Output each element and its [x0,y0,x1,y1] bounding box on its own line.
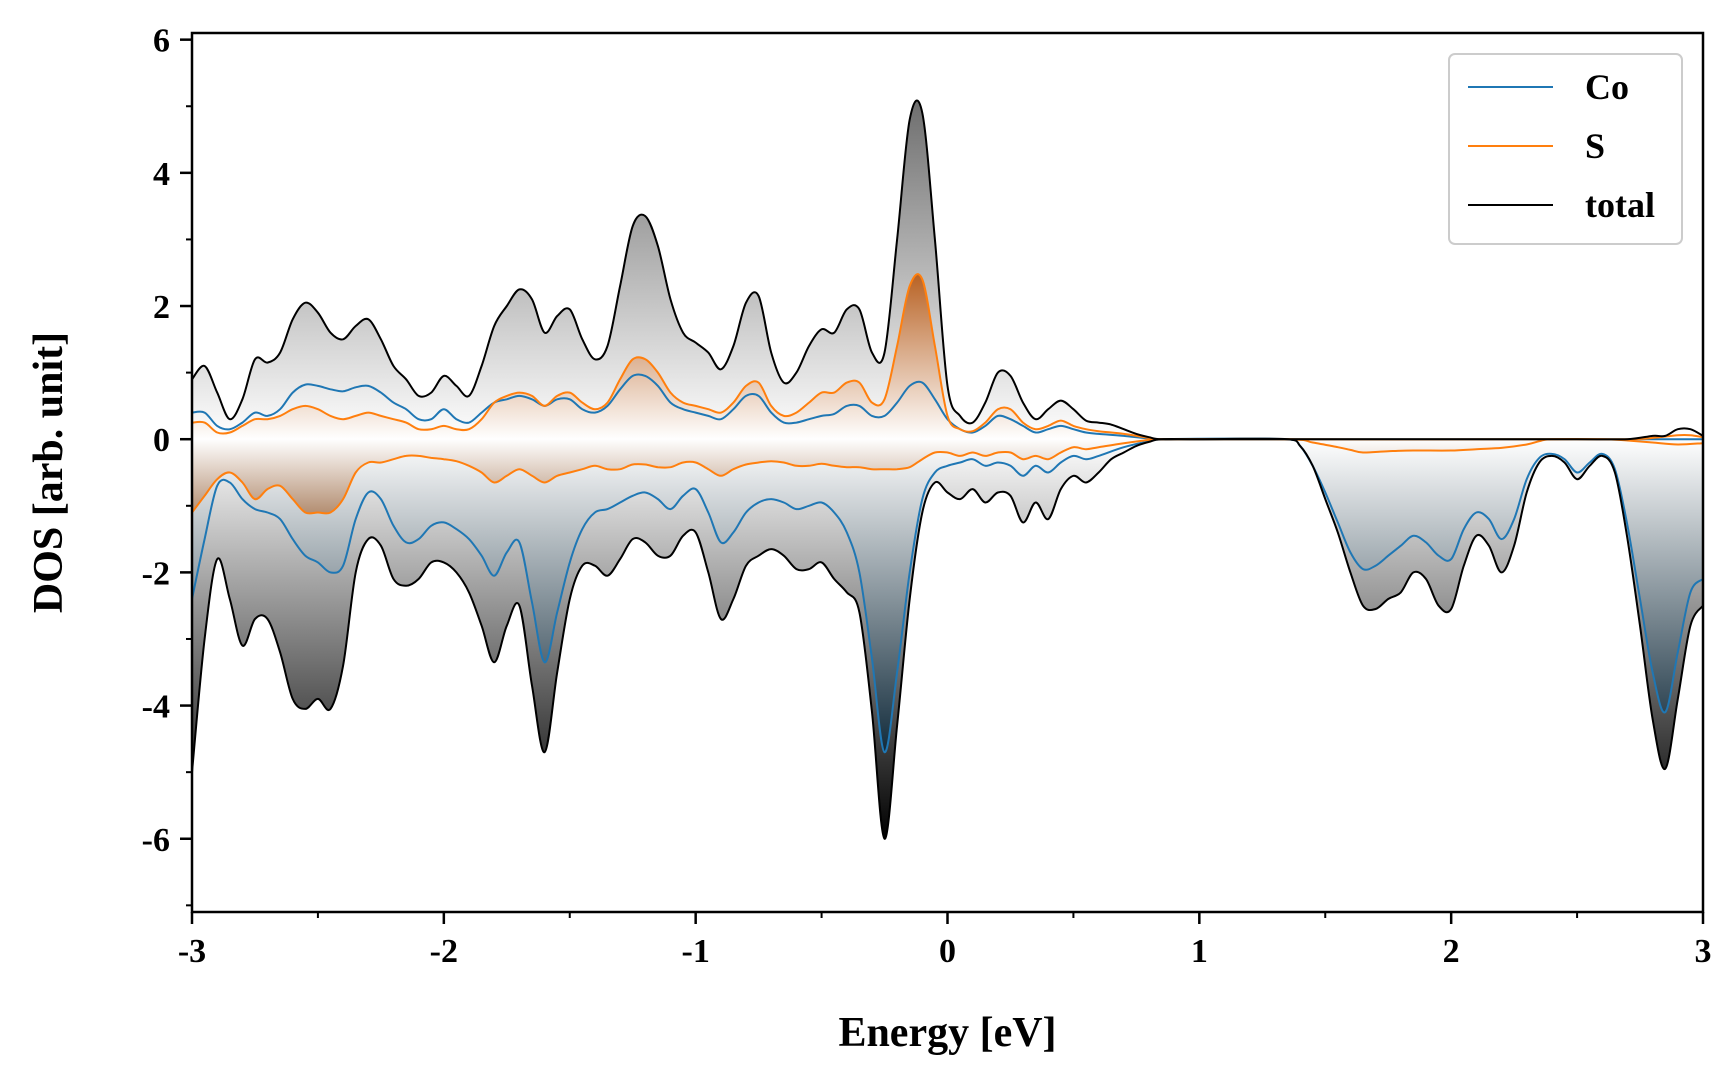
s-spin-up-fill [192,274,1703,440]
total-spin-up-fill [192,100,1703,440]
co-spin-down-fill [192,438,1703,753]
x-tick-label: 0 [939,933,956,970]
legend-label-co: Co [1585,67,1629,107]
s-spin-up-line [192,273,1703,441]
co-spin-down-line [192,437,1703,754]
s-spin-down-line [192,437,1703,515]
s-spin-down-fill [192,438,1703,514]
legend-box [1448,53,1683,245]
co-spin-up-line [192,373,1703,441]
x-axis: -3 -2 -1 0 1 2 3 [178,912,1712,970]
y-tick-label: -6 [142,822,170,859]
legend: Co S total [1448,53,1683,245]
y-tick-label: 6 [153,23,170,60]
x-tick-label: -3 [178,933,206,970]
y-tick-label: -4 [142,689,170,726]
legend-label-s: S [1585,126,1605,166]
y-tick-label: 4 [153,156,170,193]
plot-lines [192,99,1703,840]
y-axis-label: DOS [arb. unit] [26,332,72,613]
y-tick-label: 0 [153,422,170,459]
total-spin-up-line [192,99,1703,441]
x-tick-label: 1 [1191,933,1208,970]
x-axis-label: Energy [eV] [838,1010,1056,1056]
legend-item-s: S [1468,126,1605,166]
x-tick-label: 3 [1695,933,1712,970]
y-tick-label: 2 [153,289,170,326]
y-axis: -6 -4 -2 0 2 4 6 [142,23,192,907]
y-tick-label: -2 [142,555,170,592]
legend-item-co: Co [1468,67,1629,107]
x-tick-label: -1 [682,933,710,970]
x-tick-label: 2 [1443,933,1460,970]
total-spin-down-line [192,437,1703,840]
x-tick-label: -2 [430,933,458,970]
legend-label-total: total [1585,185,1655,225]
plot-fills [192,100,1703,839]
legend-item-total: total [1468,185,1655,225]
